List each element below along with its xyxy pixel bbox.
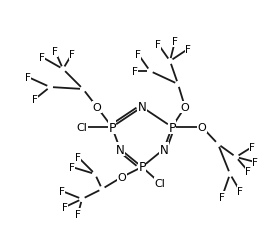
Text: F: F	[135, 50, 141, 60]
Text: O: O	[181, 103, 189, 112]
Text: F: F	[249, 142, 255, 152]
Text: O: O	[93, 103, 101, 112]
Text: N: N	[116, 143, 124, 156]
Text: F: F	[25, 73, 31, 83]
Text: F: F	[59, 186, 65, 196]
Text: F: F	[245, 166, 251, 176]
Text: F: F	[252, 157, 258, 167]
Text: F: F	[185, 45, 191, 55]
Text: P: P	[138, 161, 146, 174]
Text: F: F	[39, 53, 45, 63]
Text: F: F	[219, 192, 225, 202]
Text: O: O	[118, 172, 126, 182]
Text: P: P	[168, 121, 176, 134]
Text: F: F	[172, 37, 178, 47]
Text: P: P	[108, 121, 116, 134]
Text: F: F	[52, 47, 58, 57]
Text: F: F	[69, 162, 75, 172]
Text: F: F	[75, 152, 81, 162]
Text: F: F	[155, 40, 161, 50]
Text: F: F	[237, 186, 243, 196]
Text: O: O	[198, 123, 206, 132]
Text: F: F	[75, 209, 81, 219]
Text: N: N	[160, 143, 168, 156]
Text: F: F	[132, 67, 138, 77]
Text: N: N	[138, 101, 146, 114]
Text: Cl: Cl	[77, 123, 87, 132]
Text: F: F	[32, 95, 38, 105]
Text: Cl: Cl	[155, 178, 165, 188]
Text: F: F	[62, 202, 68, 212]
Text: F: F	[69, 50, 75, 60]
